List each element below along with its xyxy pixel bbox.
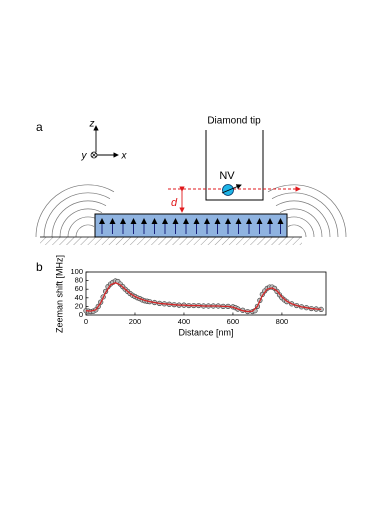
field-lines bbox=[35, 184, 347, 238]
field-line bbox=[43, 192, 111, 238]
d-label: d bbox=[171, 197, 178, 209]
x-tick-label: 800 bbox=[276, 317, 289, 326]
field-line bbox=[283, 216, 315, 238]
x-tick-label: 400 bbox=[178, 317, 191, 326]
y-tick-label: 0 bbox=[79, 310, 83, 319]
field-line bbox=[35, 184, 115, 238]
y-tick-label: 20 bbox=[75, 301, 83, 310]
panel-label: a bbox=[36, 120, 43, 134]
y-tick-label: 80 bbox=[75, 276, 83, 285]
field-line bbox=[271, 192, 339, 238]
nv-label: NV bbox=[219, 170, 235, 182]
field-line bbox=[275, 200, 331, 238]
field-line bbox=[279, 208, 323, 238]
field-line bbox=[267, 184, 347, 238]
axis-x-label: x bbox=[121, 151, 128, 162]
magnetic-stripe bbox=[94, 213, 288, 238]
x-axis-title: Distance [nm] bbox=[178, 327, 233, 337]
y-tick-label: 100 bbox=[70, 267, 83, 276]
x-tick-label: 0 bbox=[84, 317, 88, 326]
y-axis-cross bbox=[91, 152, 97, 158]
magnetization-arrows bbox=[99, 218, 284, 234]
y-tick-label: 40 bbox=[75, 293, 83, 302]
plot-frame bbox=[85, 271, 327, 316]
fit-line bbox=[85, 282, 322, 313]
field-line bbox=[59, 208, 103, 238]
panel-label: b bbox=[36, 260, 43, 274]
substrate bbox=[40, 237, 302, 245]
x-tick-label: 600 bbox=[227, 317, 240, 326]
y-tick-label: 60 bbox=[75, 284, 83, 293]
field-line bbox=[287, 224, 307, 238]
diamond-tip bbox=[205, 130, 264, 201]
y-axis-title: Zeeman shift [MHz] bbox=[54, 255, 64, 333]
nv-spin bbox=[221, 184, 242, 194]
tip-label: Diamond tip bbox=[207, 116, 261, 127]
axis-y-label: y bbox=[81, 151, 88, 162]
axis-z-label: z bbox=[89, 119, 95, 130]
field-line bbox=[75, 224, 95, 238]
field-line bbox=[51, 200, 107, 238]
x-tick-label: 200 bbox=[129, 317, 142, 326]
field-line bbox=[67, 216, 99, 238]
